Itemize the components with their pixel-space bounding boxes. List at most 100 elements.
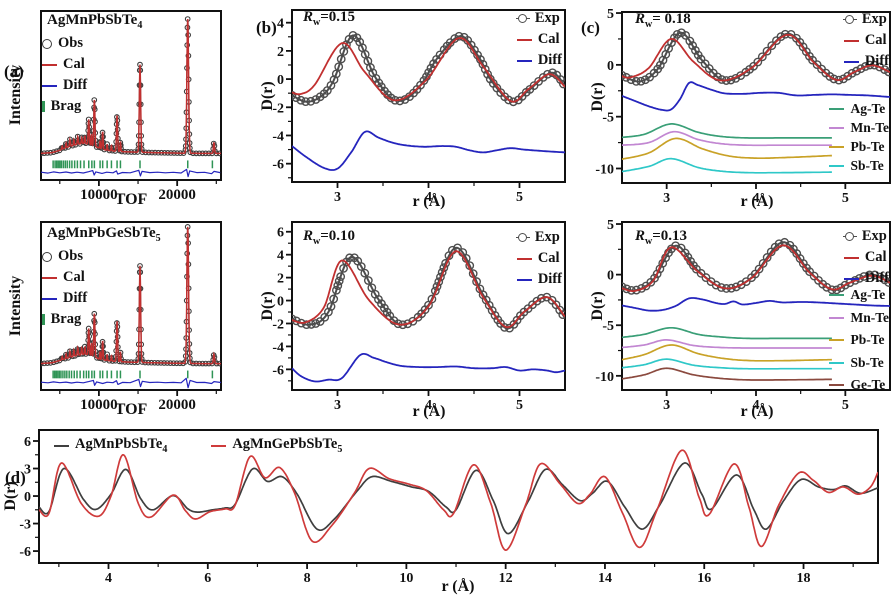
series-diff: [41, 168, 221, 178]
legend-item-label: Pb-Te: [850, 332, 885, 348]
legend-item: Exp: [842, 226, 889, 247]
series-cal: [292, 37, 565, 103]
x-tick-label: 16: [697, 571, 711, 586]
y-tick-label: 2: [277, 272, 284, 287]
legend-item-label: Exp: [861, 228, 887, 244]
line-marker-icon: [829, 384, 845, 387]
vtick-marker-icon: [42, 314, 45, 325]
panel-a-top: 10000 20000 (a) Intensity TOF AgMnPbSbTe4…: [0, 0, 255, 215]
axes: 3 4 5 6 4 2 0 -2 -4 -6: [272, 221, 566, 413]
line-marker-icon: [829, 339, 845, 342]
legend: AgMnPbSbTe4 AgMnGePbSbTe5: [54, 435, 342, 456]
y-tick-label: -6: [272, 158, 284, 173]
y-axis-label: D(r): [589, 82, 606, 112]
y-axis-label: D(r): [259, 291, 276, 321]
legend: Exp Cal Diff: [842, 226, 889, 289]
y-tick-label: 0: [277, 73, 284, 88]
x-tick-label: 6: [204, 571, 211, 586]
series-group: [39, 449, 878, 552]
legend-item: Ag-Te: [829, 284, 889, 307]
line-marker-icon: [829, 107, 845, 110]
line-marker-icon: [829, 164, 845, 167]
y-tick-label: 4: [277, 249, 284, 264]
legend-item: Brag: [42, 309, 87, 330]
legend-item-label: Ag-Te: [850, 287, 886, 303]
chart-a-bottom: 10000 20000: [40, 221, 222, 413]
y-axis-label: D(r): [259, 81, 276, 111]
legend-item-label: Exp: [534, 10, 560, 26]
legend-item: Pb-Te: [829, 329, 889, 352]
y-tick-label: -3: [19, 518, 31, 533]
rw-annotation: Rw=0.15: [303, 9, 356, 28]
panel-b-top: 3 4 5 4 2 0 -2 -4 -6 (b) D(r) r (Å) Rw=0.15 Exp C…: [255, 0, 575, 215]
series-diff: [41, 377, 221, 389]
legend-partials: Ag-Te Mn-Te Pb-Te Sb-Te Ge-Te: [829, 284, 889, 397]
legend-item: Ag-Te: [829, 99, 889, 118]
legend-item: Mn-Te: [829, 307, 889, 330]
x-axis-label: r (Å): [412, 403, 446, 420]
circle-line-marker-icon: [515, 13, 530, 25]
series-pb-te: [622, 137, 833, 161]
line-marker-icon: [42, 63, 57, 66]
x-tick-label: 4: [425, 190, 432, 205]
series-cal: [292, 250, 565, 329]
axes: 10000 20000: [40, 10, 222, 203]
series-brag: [52, 160, 214, 169]
line-marker-icon: [516, 59, 532, 62]
y-tick-label: -5: [602, 111, 614, 126]
series-group: [41, 224, 221, 389]
y-tick-label: 0: [607, 59, 614, 74]
legend-item: AgMnPbSbTe4: [54, 435, 167, 456]
line-marker-icon: [516, 257, 532, 260]
x-axis-label: TOF: [114, 191, 148, 208]
y-tick-label: 0: [607, 269, 614, 284]
line-marker-icon: [843, 256, 859, 259]
panel-c-top: 3 4 5 5 0 -5 -10 (c) D(r) r (Å) Rw= 0.18 Exp Ca…: [575, 0, 895, 215]
series-sb-te: [622, 157, 832, 174]
panel-letter-c: (c): [581, 18, 600, 37]
y-tick-label: -10: [595, 162, 614, 177]
y-tick-label: -4: [272, 129, 284, 144]
y-tick-label: 5: [607, 7, 614, 22]
y-tick-label: -2: [272, 317, 284, 332]
legend: Exp Cal Diff: [515, 8, 562, 71]
legend-item-label: Brag: [50, 98, 82, 114]
legend-item-label: Ag-Te: [850, 100, 886, 116]
legend-item-label: Cal: [63, 269, 85, 285]
legend-item: Obs: [42, 246, 87, 267]
rw-annotation: Rw=0.13: [635, 228, 688, 247]
series-sb-te: [622, 358, 832, 370]
series-ge-te: [622, 367, 832, 381]
legend-item-label: Cal: [63, 56, 85, 72]
line-marker-icon: [843, 60, 859, 63]
legend-item: Cal: [42, 54, 87, 75]
legend-item-label: Cal: [864, 32, 887, 48]
line-marker-icon: [829, 316, 845, 319]
chart-b-top: 3 4 5 4 2 0 -2 -4 -6: [272, 9, 566, 205]
panel-a-bottom: 10000 20000 Intensity TOF AgMnPbGeSbTe5 O…: [0, 215, 255, 420]
legend-item: Mn-Te: [829, 118, 889, 137]
legend-item: Diff: [843, 268, 889, 289]
axis-frame: [40, 221, 222, 391]
legend-item-label: Cal: [537, 31, 560, 47]
line-marker-icon: [211, 444, 227, 447]
legend-item-label: Diff: [864, 53, 889, 69]
x-tick-label: 5: [516, 190, 523, 205]
legend-item-label: Diff: [537, 271, 562, 287]
line-marker-icon: [829, 361, 845, 364]
legend-item-label: Mn-Te: [850, 119, 889, 135]
chart-b-bottom: 3 4 5 6 4 2 0 -2 -4 -6: [272, 221, 566, 413]
series-pb-te: [622, 344, 833, 362]
legend-partials: Ag-Te Mn-Te Pb-Te Sb-Te: [829, 99, 889, 175]
x-tick-label: 3: [334, 398, 341, 413]
x-tick-label: 18: [797, 571, 811, 586]
circle-marker-icon: [42, 251, 52, 262]
y-tick-label: 0: [277, 295, 284, 310]
legend-item: Pb-Te: [829, 137, 889, 156]
legend-item: Cal: [843, 247, 889, 268]
y-tick-label: 5: [607, 218, 614, 233]
axes: 3 4 5 5 0 -5 -10: [595, 7, 891, 206]
series-diff: [622, 297, 890, 312]
circle-line-marker-icon: [842, 231, 857, 243]
x-tick-label: 3: [663, 191, 670, 206]
